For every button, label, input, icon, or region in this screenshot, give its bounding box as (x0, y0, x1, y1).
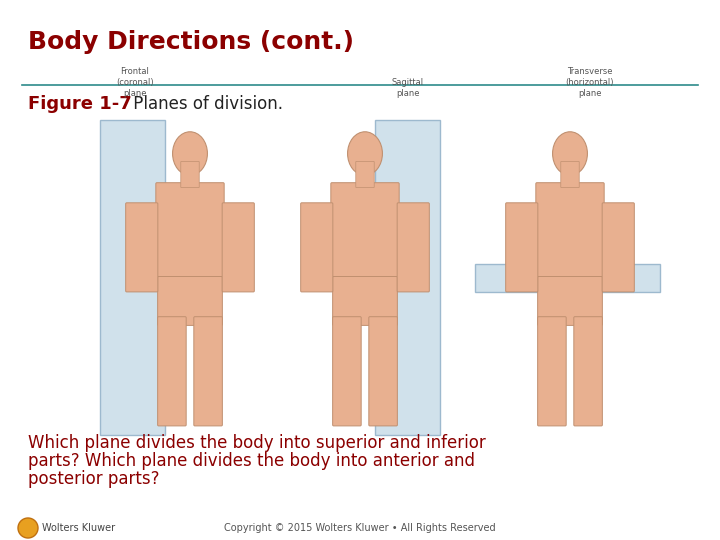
FancyBboxPatch shape (561, 161, 579, 187)
FancyBboxPatch shape (158, 276, 222, 326)
FancyBboxPatch shape (538, 276, 603, 326)
Text: Copyright © 2015 Wolters Kluwer • All Rights Reserved: Copyright © 2015 Wolters Kluwer • All Ri… (224, 523, 496, 533)
Ellipse shape (552, 132, 588, 176)
FancyBboxPatch shape (574, 316, 603, 426)
FancyBboxPatch shape (158, 316, 186, 426)
FancyBboxPatch shape (536, 183, 604, 285)
Text: Figure 1-7: Figure 1-7 (28, 95, 132, 113)
FancyBboxPatch shape (397, 203, 429, 292)
FancyBboxPatch shape (194, 316, 222, 426)
Text: Transverse
(horizontal)
plane: Transverse (horizontal) plane (566, 67, 614, 98)
Polygon shape (475, 264, 660, 292)
Ellipse shape (173, 132, 207, 176)
FancyBboxPatch shape (156, 183, 224, 285)
FancyBboxPatch shape (538, 316, 566, 426)
Text: Body Directions (cont.): Body Directions (cont.) (28, 30, 354, 54)
Text: parts? Which plane divides the body into anterior and: parts? Which plane divides the body into… (28, 452, 475, 470)
FancyBboxPatch shape (333, 316, 361, 426)
FancyBboxPatch shape (602, 203, 634, 292)
Text: posterior parts?: posterior parts? (28, 470, 160, 488)
Circle shape (18, 518, 38, 538)
FancyBboxPatch shape (222, 203, 254, 292)
Polygon shape (100, 120, 165, 435)
Ellipse shape (348, 132, 382, 176)
Text: Sagittal
plane: Sagittal plane (392, 78, 424, 98)
FancyBboxPatch shape (356, 161, 374, 187)
FancyBboxPatch shape (330, 183, 399, 285)
FancyBboxPatch shape (369, 316, 397, 426)
Text: Which plane divides the body into superior and inferior: Which plane divides the body into superi… (28, 434, 486, 452)
FancyBboxPatch shape (505, 203, 538, 292)
Text: Wolters Kluwer: Wolters Kluwer (42, 523, 115, 533)
Polygon shape (375, 120, 440, 435)
FancyBboxPatch shape (301, 203, 333, 292)
Text: Planes of division.: Planes of division. (128, 95, 283, 113)
FancyBboxPatch shape (181, 161, 199, 187)
Text: Frontal
(coronal)
plane: Frontal (coronal) plane (116, 67, 154, 98)
FancyBboxPatch shape (126, 203, 158, 292)
FancyBboxPatch shape (333, 276, 397, 326)
